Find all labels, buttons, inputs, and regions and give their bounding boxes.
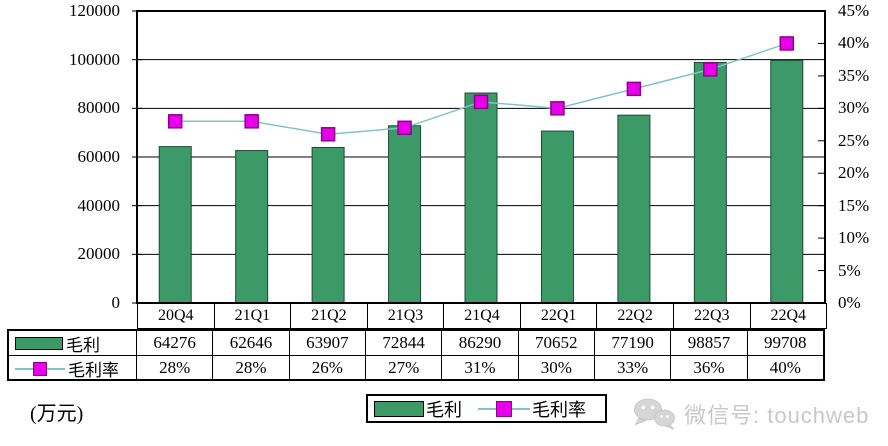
table-value-cell: 28% xyxy=(213,356,290,380)
line-marker xyxy=(626,81,642,97)
left-axis-tick-label: 80000 xyxy=(77,98,121,118)
bar xyxy=(388,125,422,304)
bar xyxy=(770,59,804,304)
category-label: 20Q4 xyxy=(137,303,215,329)
right-axis-tick-label: 10% xyxy=(838,228,870,248)
table-value-cell: 70652 xyxy=(519,331,595,355)
line-marker xyxy=(320,127,336,142)
table-row-gross-margin: 毛利率 28% 28% 26% 27% 31% 30% 33% 36% 40% xyxy=(9,356,823,380)
chart-plot-svg xyxy=(132,10,826,304)
category-label: 21Q2 xyxy=(290,303,368,329)
table-value-cell: 33% xyxy=(595,356,672,380)
table-value-cell: 72844 xyxy=(366,331,443,355)
table-row-label-gross-margin: 毛利率 xyxy=(9,356,137,380)
category-label: 21Q1 xyxy=(213,303,292,329)
table-row-label-gross-profit: 毛利 xyxy=(9,331,137,355)
table-value-cell: 40% xyxy=(769,358,801,377)
table-value-cell: 27% xyxy=(366,356,443,380)
wechat-icon xyxy=(634,398,675,430)
table-value-cell: 86290 xyxy=(442,331,519,355)
bar xyxy=(693,61,727,304)
right-axis-tick-label: 20% xyxy=(838,163,870,183)
bar xyxy=(464,92,498,304)
left-axis-tick-label: 40000 xyxy=(77,195,121,215)
table-value-cell: 28% xyxy=(137,356,214,380)
table-value-cell: 26% xyxy=(290,356,366,380)
unit-label: (万元) xyxy=(30,403,84,425)
right-axis-tick-label: 5% xyxy=(838,260,861,280)
watermark: 微信号: touchweb xyxy=(632,397,869,430)
category-label: 22Q2 xyxy=(596,303,674,329)
line-marker xyxy=(244,114,259,129)
line-swatch-marker xyxy=(33,361,47,376)
line-marker xyxy=(779,36,795,51)
category-axis-row: 20Q4 21Q1 21Q2 21Q3 21Q4 22Q1 22Q2 22Q3 22Q4 xyxy=(137,303,828,329)
table-value-cell: 64276 xyxy=(137,331,214,355)
table-value-cell: 63907 xyxy=(290,331,366,355)
right-axis-tick-label: 15% xyxy=(838,195,870,215)
table-value-cell: 30% xyxy=(519,356,595,380)
table-value-cell: 36% xyxy=(671,356,748,380)
plot-area xyxy=(132,10,826,304)
category-label: 21Q4 xyxy=(443,303,521,329)
left-axis-tick-label: 20000 xyxy=(77,244,121,264)
bar xyxy=(540,130,574,304)
bar xyxy=(311,146,345,304)
legend-line-label: 毛利率 xyxy=(532,399,586,420)
table-value-cell: 99708 xyxy=(764,333,807,352)
right-axis-tick-label: 25% xyxy=(838,130,870,150)
bar-series-swatch xyxy=(15,336,63,350)
table-value-cell: 31% xyxy=(442,356,519,380)
right-axis-tick-label: 35% xyxy=(838,65,870,85)
line-marker xyxy=(550,101,565,116)
left-axis-tick-label: 100000 xyxy=(69,49,120,69)
bar xyxy=(158,146,192,304)
data-table: 毛利 64276 62646 63907 72844 86290 70652 77190 98… xyxy=(7,329,825,381)
line-marker xyxy=(473,94,489,110)
category-label: 22Q4 xyxy=(749,303,828,329)
table-row-label: 毛利 xyxy=(66,335,100,355)
category-label: 22Q1 xyxy=(519,303,598,329)
legend-bar-label: 毛利 xyxy=(426,399,462,420)
table-value-cell: 98857 xyxy=(671,331,748,355)
watermark-text: 微信号: touchweb xyxy=(684,402,870,428)
category-label: 22Q3 xyxy=(672,303,751,329)
right-axis-tick-label: 45% xyxy=(838,1,870,20)
line-series-swatch xyxy=(15,361,65,376)
bar xyxy=(235,150,269,304)
legend-line-swatch xyxy=(478,400,530,417)
right-axis-tick-label: 40% xyxy=(838,33,870,53)
table-value-cell: 62646 xyxy=(213,331,290,355)
right-axis-tick-label: 30% xyxy=(838,98,870,118)
bar xyxy=(617,114,651,304)
line-marker xyxy=(397,120,412,136)
table-row-gross-profit: 毛利 64276 62646 63907 72844 86290 70652 77190 98… xyxy=(9,331,823,356)
legend-bar-swatch xyxy=(374,400,424,417)
right-axis-tick-label: 0% xyxy=(838,293,861,312)
table-row-label: 毛利率 xyxy=(68,360,119,380)
category-label: 21Q3 xyxy=(366,303,445,329)
line-marker xyxy=(167,114,183,129)
chart-legend: 毛利 毛利率 xyxy=(366,394,607,423)
table-value-cell: 77190 xyxy=(595,331,672,355)
line-marker xyxy=(703,62,718,77)
left-axis-tick-label: 0 xyxy=(111,293,121,312)
left-axis-tick-label: 120000 xyxy=(69,1,120,20)
legend-line-marker xyxy=(496,401,512,417)
left-axis-tick-label: 60000 xyxy=(77,147,121,166)
